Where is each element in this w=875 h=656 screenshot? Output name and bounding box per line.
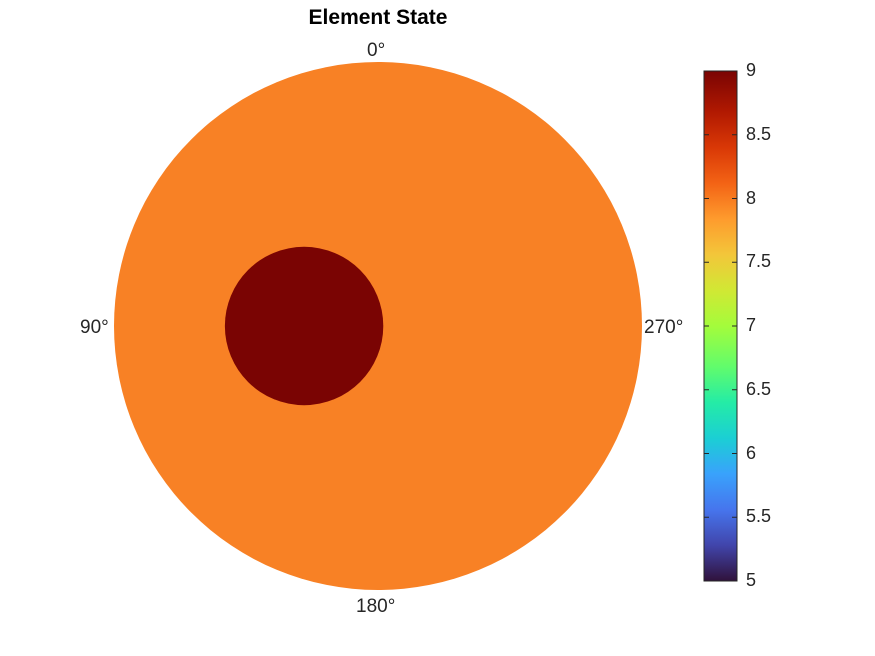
region-value-9 — [224, 246, 384, 406]
colorbar-tick-label: 7.5 — [746, 251, 772, 272]
colorbar-tick-label: 5 — [746, 570, 757, 590]
angle-label-270: 270° — [644, 317, 684, 338]
colorbar-tick-label: 5.5 — [746, 506, 772, 527]
angle-label-90: 90° — [80, 317, 109, 338]
colorbar-tick-label: 7 — [746, 315, 757, 335]
colorbar-tick-label: 6 — [746, 442, 757, 463]
angle-label-180: 180° — [356, 596, 396, 617]
colorbar-tick-label: 9 — [746, 60, 757, 80]
colorbar-tick-label: 8 — [746, 187, 757, 208]
chart-title: Element State — [308, 6, 448, 29]
colorbar-tick-label: 6.5 — [746, 378, 772, 399]
colorbar-tick-label: 8.5 — [746, 123, 772, 144]
angle-label-0: 0° — [367, 40, 386, 61]
colorbar — [703, 70, 738, 582]
